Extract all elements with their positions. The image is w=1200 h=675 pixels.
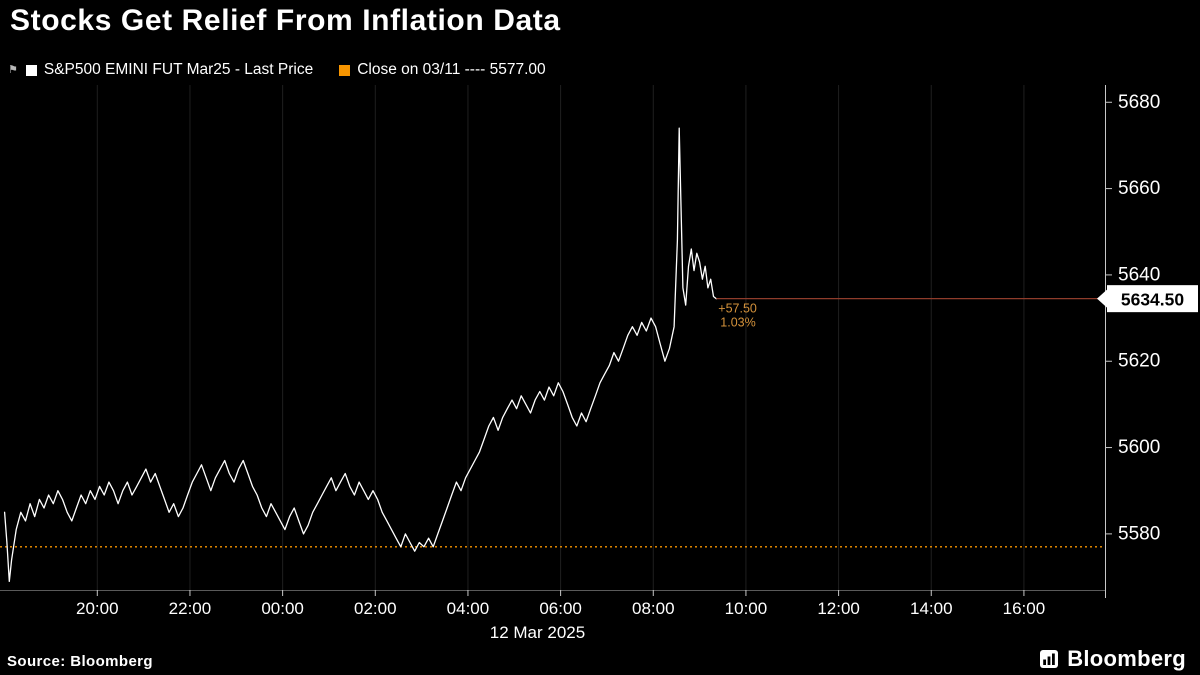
y-tick-label: 5660 [1118,178,1160,199]
x-tick-label: 20:00 [76,599,119,618]
y-tick-label: 5680 [1118,92,1160,113]
bloomberg-wordmark: Bloomberg [1067,646,1186,671]
x-tick-label: 12:00 [817,599,860,618]
bloomberg-logo: Bloomberg [1040,646,1186,672]
y-tick-label: 5600 [1118,437,1160,458]
x-tick-label: 08:00 [632,599,675,618]
last-price-value: 5634.50 [1121,290,1185,310]
y-tick-label: 5620 [1118,351,1160,372]
last-price-label-arrow [1097,289,1107,308]
x-tick-label: 10:00 [725,599,768,618]
bloomberg-logo-icon [1040,650,1059,668]
x-tick-label: 22:00 [169,599,212,618]
source-label: Source: Bloomberg [7,653,153,670]
price-change-pct-annotation: 1.03% [720,316,755,330]
legend-item-close: Close on 03/11 ---- 5577.00 [339,61,546,79]
y-tick-label: 5580 [1118,523,1160,544]
price-line [3,127,717,583]
x-tick-label: 06:00 [539,599,582,618]
x-tick-label: 02:00 [354,599,397,618]
x-tick-label: 14:00 [910,599,953,618]
y-tick-label: 5640 [1118,264,1160,285]
series-flag-icon: ⚑ [8,63,18,76]
x-tick-label: 16:00 [1003,599,1046,618]
page-title: Stocks Get Relief From Inflation Data [10,4,561,37]
x-axis-date-label: 12 Mar 2025 [490,623,585,642]
price-change-annotation: +57.50 [718,302,757,316]
last-price-label-box [1107,285,1198,313]
legend-item-last-price: ⚑ S&P500 EMINI FUT Mar25 - Last Price [8,61,313,79]
x-tick-label: 04:00 [447,599,490,618]
legend-label-last-price: S&P500 EMINI FUT Mar25 - Last Price [43,61,314,78]
legend-label-close: Close on 03/11 ---- 5577.00 [357,61,546,78]
series-swatch-icon [25,64,37,76]
x-tick-label: 00:00 [261,599,304,618]
close-swatch-icon [339,64,351,76]
chart-legend: ⚑ S&P500 EMINI FUT Mar25 - Last Price Cl… [8,61,546,79]
